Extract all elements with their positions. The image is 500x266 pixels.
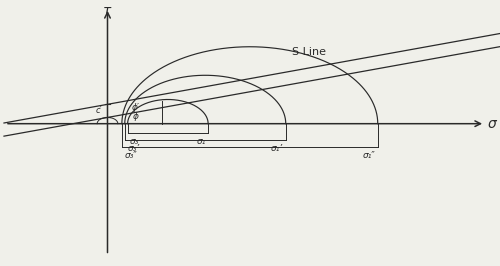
Text: σ₁: σ₁ [196, 137, 205, 146]
Text: σ₃″: σ₃″ [124, 151, 137, 160]
Text: S Line: S Line [292, 47, 326, 57]
Text: ϕ: ϕ [133, 111, 139, 120]
Text: σ₃’: σ₃’ [127, 144, 140, 153]
Text: c′: c′ [96, 106, 102, 115]
Text: σ₁’: σ₁’ [271, 144, 283, 153]
Text: σ₁″: σ₁″ [362, 151, 375, 160]
Text: σ₃: σ₃ [130, 137, 140, 146]
Text: σ: σ [488, 117, 496, 131]
Text: τ: τ [104, 4, 112, 18]
Text: ϕ′: ϕ′ [132, 103, 140, 112]
